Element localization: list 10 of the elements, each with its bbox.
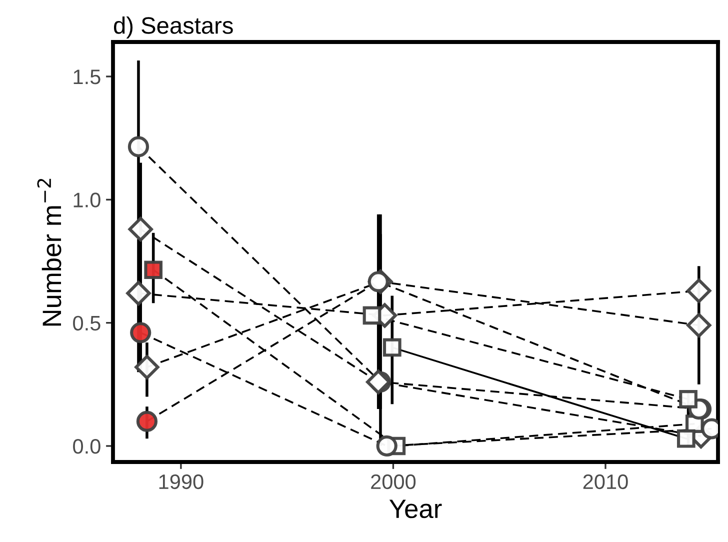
y-axis-title: Number m$^{−2}$ — [37, 178, 62, 326]
y-tick-label: 1.0 — [74, 192, 100, 208]
y-tick-label: 0.5 — [73, 316, 100, 331]
x-tick-label: 2000 — [371, 474, 416, 490]
x-tick-label: 2010 — [583, 474, 628, 490]
chart-title: d) Seastars — [114, 16, 233, 39]
y-tick-label: 0.0 — [73, 438, 100, 454]
y-tick-label: 1.5 — [74, 70, 100, 84]
x-tick-label: 1990 — [159, 474, 204, 490]
x-axis-title: Year — [389, 500, 442, 518]
